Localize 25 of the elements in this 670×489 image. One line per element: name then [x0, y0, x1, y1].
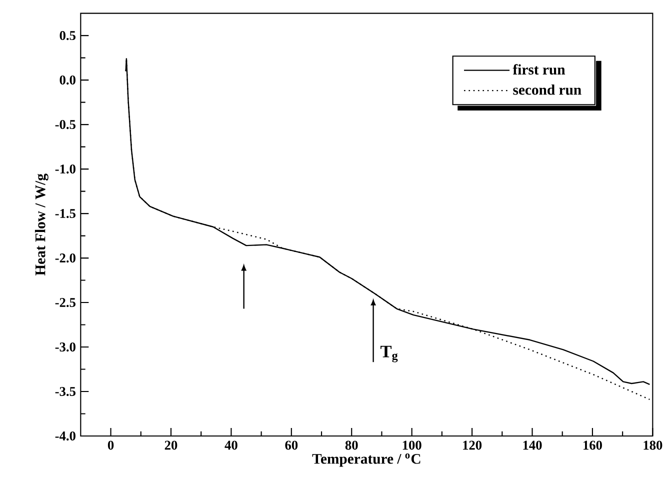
x-tick-label: 80: [345, 440, 358, 450]
y-tick-label: -1.5: [55, 209, 76, 218]
legend-label: second run: [513, 84, 582, 95]
x-tick-label: 100: [402, 440, 422, 450]
x-tick-label: 180: [644, 440, 662, 450]
y-tick-label: -0.5: [55, 120, 76, 130]
x-tick-label: 160: [584, 440, 602, 450]
y-axis-title: Heat Flow / W/g: [34, 174, 48, 276]
y-tick-label: 0.0: [60, 76, 76, 85]
x-tick-label: 0: [108, 440, 114, 450]
x-tick-label: 60: [285, 440, 298, 450]
y-tick-label: -3.5: [55, 387, 76, 396]
y-tick-label: -4.0: [55, 431, 76, 441]
x-axis-title: Temperature / $^{o}$C: [312, 454, 420, 467]
y-tick-label: -2.5: [55, 298, 76, 308]
y-tick-label: 0.5: [60, 31, 76, 40]
x-tick-label: 40: [224, 440, 238, 450]
legend-label: first run: [512, 64, 566, 75]
y-tick-label: -3.0: [55, 342, 76, 352]
y-tick-label: -1.0: [55, 164, 76, 174]
x-tick-label: 140: [523, 440, 542, 450]
annotation: T$_{g}$: [380, 346, 398, 362]
x-tick-label: 20: [164, 440, 178, 450]
x-tick-label: 120: [463, 440, 482, 450]
y-tick-label: -2.0: [55, 254, 76, 263]
